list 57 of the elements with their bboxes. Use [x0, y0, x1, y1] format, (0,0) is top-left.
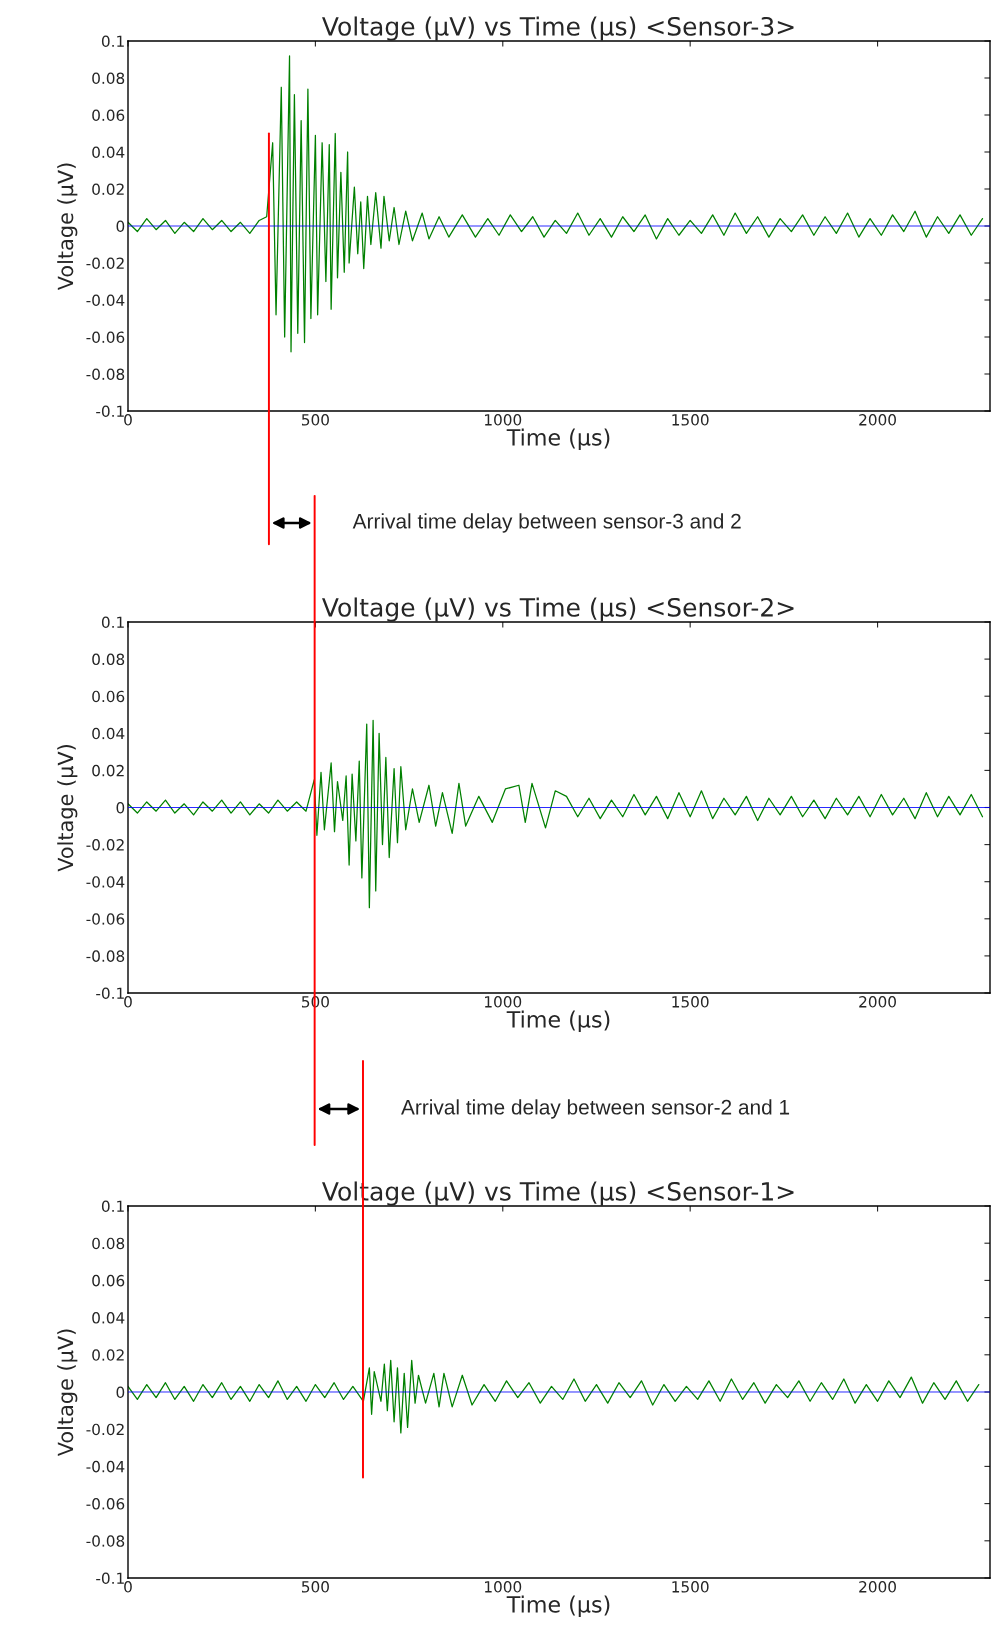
y-tick-label: 0.04 [92, 727, 125, 740]
text: Arrival time delay between sensor-3 and 2 [352, 513, 741, 533]
line-series [128, 719, 984, 909]
y-tick-label: -0.1 [96, 405, 124, 418]
y-tick-label: 0 [116, 220, 125, 233]
x-axis-title: Time (μs) [506, 1595, 610, 1618]
x-tick-label: 1500 [672, 414, 709, 426]
y-tick-label: 0.04 [92, 146, 125, 159]
y-tick-label: -0.1 [96, 1572, 124, 1585]
y-tick-label: 0.1 [101, 1200, 124, 1213]
y-tick-label: 0.06 [92, 690, 125, 703]
x-tick-label: 1500 [672, 996, 709, 1008]
y-axis-title: Voltage (μV) [57, 745, 78, 872]
y-tick-label: -0.08 [86, 950, 125, 962]
y-tick-label: -0.04 [86, 876, 125, 888]
x-tick-label: 2000 [859, 996, 896, 1008]
y-tick-label: -0.02 [86, 839, 124, 851]
chart-title: Voltage (μV) vs Time (μs) <Sensor-2> [322, 597, 794, 622]
chart-title: Voltage (μV) vs Time (μs) <Sensor-3> [322, 16, 794, 41]
y-tick-label: -0.04 [86, 294, 125, 307]
y-tick-label: 0.02 [92, 183, 124, 196]
y-tick-label: 0.04 [92, 1312, 125, 1324]
y-tick-label: -0.08 [86, 368, 125, 381]
y-tick-label: -0.06 [86, 1498, 125, 1510]
y-tick-label: -0.1 [96, 987, 124, 1000]
x-tick-label: 2000 [859, 414, 896, 426]
y-tick-label: 0.08 [92, 653, 125, 666]
y-tick-label: 0 [116, 801, 125, 814]
y-tick-label: -0.04 [86, 1460, 125, 1473]
y-tick-label: 0.06 [92, 109, 125, 122]
x-tick-label: 1500 [672, 1581, 709, 1593]
y-tick-label: 0.02 [92, 764, 124, 777]
line-series [128, 55, 984, 353]
y-tick-label: 0.02 [92, 1349, 124, 1361]
y-tick-label: 0.08 [92, 1237, 125, 1250]
x-tick-label: 500 [301, 414, 329, 426]
x-axis-title: Time (μs) [506, 428, 610, 451]
y-tick-label: 0.1 [101, 616, 124, 629]
y-tick-label: -0.02 [86, 1423, 124, 1436]
x-axis-title: Time (μs) [506, 1010, 610, 1033]
line-series [128, 1359, 980, 1434]
y-axis-title: Voltage (μV) [57, 1329, 78, 1457]
y-tick-label: 0.08 [92, 72, 125, 85]
x-tick-label: 1000 [485, 1581, 522, 1593]
x-tick-label: 1000 [485, 996, 522, 1008]
y-axis-title: Voltage (μV) [57, 163, 78, 291]
y-tick-label: -0.08 [86, 1535, 125, 1547]
y-tick-label: 0.06 [92, 1274, 125, 1287]
x-tick-label: 500 [301, 1581, 329, 1593]
x-tick-label: 2000 [859, 1581, 896, 1593]
y-tick-label: -0.06 [86, 913, 125, 925]
y-tick-label: -0.02 [86, 257, 124, 270]
text: Arrival time delay between sensor-2 and 1 [401, 1099, 790, 1119]
x-tick-label: 1000 [485, 414, 522, 426]
y-tick-label: 0 [116, 1386, 125, 1399]
y-tick-label: -0.06 [86, 331, 125, 344]
y-tick-label: 0.1 [101, 35, 124, 48]
